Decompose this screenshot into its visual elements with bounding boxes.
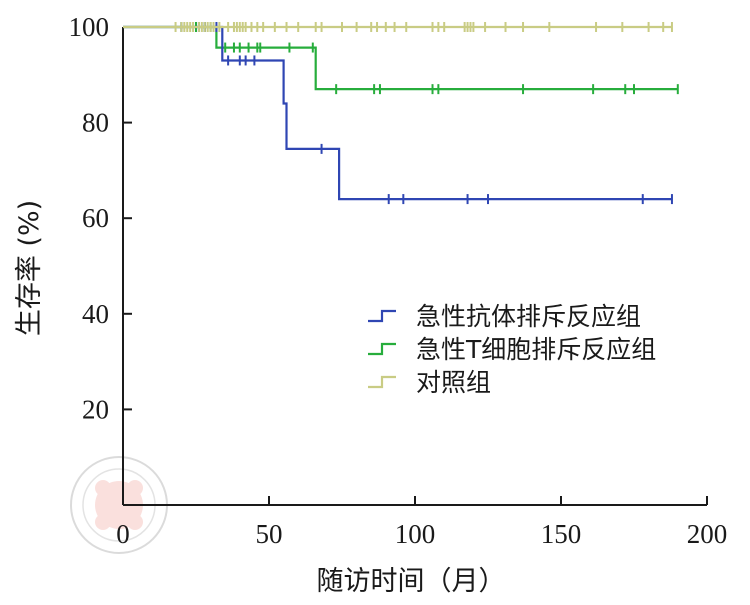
legend-item: 对照组 (368, 368, 491, 397)
legend-label: 对照组 (416, 368, 491, 397)
y-tick-label: 20 (82, 394, 109, 424)
survival-step-line (123, 27, 672, 199)
x-tick-label: 200 (687, 519, 728, 549)
axes (123, 27, 707, 505)
legend: 急性抗体排斥反应组急性T细胞排斥反应组对照组 (368, 302, 656, 397)
x-tick-label: 100 (395, 519, 436, 549)
series-layer (123, 22, 678, 204)
x-tick-label: 150 (541, 519, 582, 549)
legend-swatch (368, 377, 396, 387)
y-tick-label: 80 (82, 108, 109, 138)
y-axis-title: 生存率 (%) (14, 200, 45, 336)
legend-swatch (368, 311, 396, 321)
legend-label: 急性抗体排斥反应组 (416, 302, 641, 331)
legend-swatch (368, 344, 396, 354)
axis-ticks (123, 27, 707, 505)
x-axis-title: 随访时间（月） (317, 566, 506, 597)
legend-label: 急性T细胞排斥反应组 (416, 335, 656, 364)
survival-step-line (123, 27, 678, 89)
y-tick-label: 100 (69, 12, 110, 42)
series-1 (123, 22, 678, 94)
series-0 (123, 22, 672, 204)
series-2 (123, 22, 672, 32)
legend-item: 急性抗体排斥反应组 (368, 302, 641, 331)
y-tick-label: 60 (82, 203, 109, 233)
tick-labels: 0 50 100 150 200 20 40 60 80 100 (69, 12, 728, 549)
legend-item: 急性T细胞排斥反应组 (368, 335, 656, 364)
x-tick-label: 50 (256, 519, 283, 549)
x-tick-label: 0 (116, 519, 130, 549)
y-tick-label: 40 (82, 299, 109, 329)
